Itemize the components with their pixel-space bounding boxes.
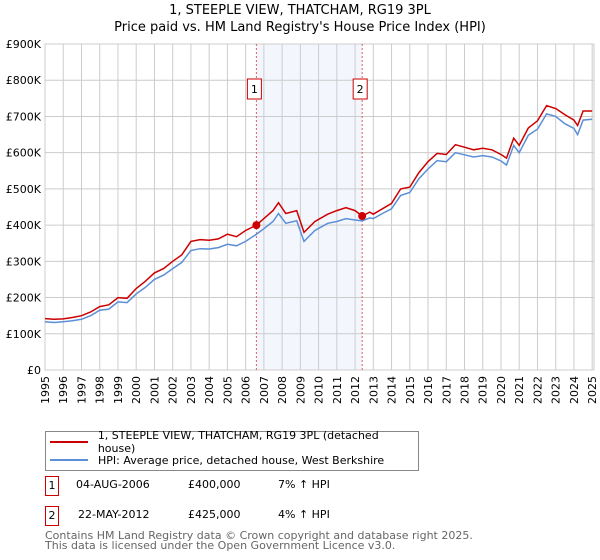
- y-tick-label: £900K: [6, 38, 42, 51]
- footer: Contains HM Land Registry data © Crown c…: [45, 529, 473, 552]
- x-tick-label: 2002: [167, 376, 180, 404]
- transaction-date: 22-MAY-2012: [78, 508, 150, 521]
- sale-point: [358, 212, 367, 221]
- y-tick-label: £200K: [6, 292, 42, 305]
- transaction-hpi-diff: 7% ↑ HPI: [278, 478, 330, 491]
- y-tick-label: £400K: [6, 219, 42, 232]
- annotation-label: 2: [357, 83, 364, 96]
- x-tick-label: 2024: [568, 376, 581, 404]
- x-tick-label: 2007: [258, 376, 271, 404]
- x-tick-label: 2016: [422, 376, 435, 404]
- y-tick-label: £300K: [6, 255, 42, 268]
- x-tick-label: 2001: [148, 376, 161, 404]
- series-line: [44, 104, 593, 321]
- plot-frame: [44, 43, 595, 371]
- x-tick-label: 2020: [495, 376, 508, 404]
- legend-item-hpi: HPI: Average price, detached house, West…: [50, 452, 384, 468]
- series-line: [44, 113, 593, 324]
- transaction-marker: 2: [45, 506, 59, 526]
- x-tick-label: 2018: [459, 376, 472, 404]
- x-tick-label: 1997: [75, 376, 88, 404]
- legend-swatch-red: [50, 441, 88, 443]
- shaded-period: [256, 44, 363, 370]
- legend-item-property: 1, STEEPLE VIEW, THATCHAM, RG19 3PL (det…: [50, 429, 418, 455]
- x-tick-label: 1998: [94, 376, 107, 404]
- y-tick-label: £0: [27, 364, 41, 377]
- y-tick-label: £700K: [6, 110, 42, 123]
- legend-label: 1, STEEPLE VIEW, THATCHAM, RG19 3PL (det…: [97, 429, 379, 455]
- transaction-hpi-diff: 4% ↑ HPI: [278, 508, 330, 521]
- x-tick-label: 2009: [294, 376, 307, 404]
- legend-swatch-blue: [50, 459, 88, 461]
- x-tick-label: 2013: [367, 376, 380, 404]
- annotation-box: [352, 78, 368, 100]
- annotation-box: [246, 78, 262, 100]
- x-tick-label: 2021: [513, 376, 526, 404]
- x-tick-label: 2011: [331, 376, 344, 404]
- transaction-date: 04-AUG-2006: [76, 478, 150, 491]
- x-tick-label: 1996: [57, 376, 70, 404]
- transaction-marker: 1: [45, 476, 59, 496]
- x-tick-label: 2022: [531, 376, 544, 404]
- x-tick-label: 2019: [477, 376, 490, 404]
- x-tick-label: 2025: [586, 376, 599, 404]
- price-chart: £0 £100K £200K £300K £400K £500K £600K £700K £80…: [6, 38, 599, 404]
- transaction-price: £425,000: [188, 508, 241, 521]
- y-tick-label: £800K: [6, 74, 42, 87]
- transaction-price: £400,000: [188, 478, 241, 491]
- x-tick-label: 2010: [313, 376, 326, 404]
- x-tick-label: 2005: [221, 376, 234, 404]
- legend-label: HPI: Average price, detached house, West…: [98, 453, 385, 467]
- x-tick-label: 2017: [440, 376, 453, 404]
- sale-point: [252, 221, 261, 230]
- x-tick-label: 2015: [404, 376, 417, 404]
- x-tick-label: 2023: [550, 376, 563, 404]
- y-tick-label: £100K: [6, 328, 42, 341]
- footer-licence: This data is licensed under the Open Gov…: [45, 539, 396, 552]
- y-tick-label: £600K: [6, 147, 42, 160]
- x-tick-label: 2014: [386, 376, 399, 404]
- x-tick-label: 2004: [203, 376, 216, 404]
- x-tick-label: 2012: [349, 376, 362, 404]
- footer-copyright: Contains HM Land Registry data © Crown c…: [45, 529, 473, 542]
- x-tick-label: 2008: [276, 376, 289, 404]
- chart-subtitle: Price paid vs. HM Land Registry's House …: [114, 20, 486, 35]
- x-tick-label: 2006: [240, 376, 253, 404]
- annotation-label: 1: [251, 83, 258, 96]
- y-tick-label: £500K: [6, 183, 42, 196]
- legend: 1, STEEPLE VIEW, THATCHAM, RG19 3PL (det…: [45, 429, 419, 471]
- chart-title: 1, STEEPLE VIEW, THATCHAM, RG19 3PL: [169, 3, 431, 18]
- x-tick-label: 1995: [39, 376, 52, 404]
- x-tick-label: 2003: [185, 376, 198, 404]
- x-tick-label: 1999: [112, 376, 125, 404]
- x-tick-label: 2000: [130, 376, 143, 404]
